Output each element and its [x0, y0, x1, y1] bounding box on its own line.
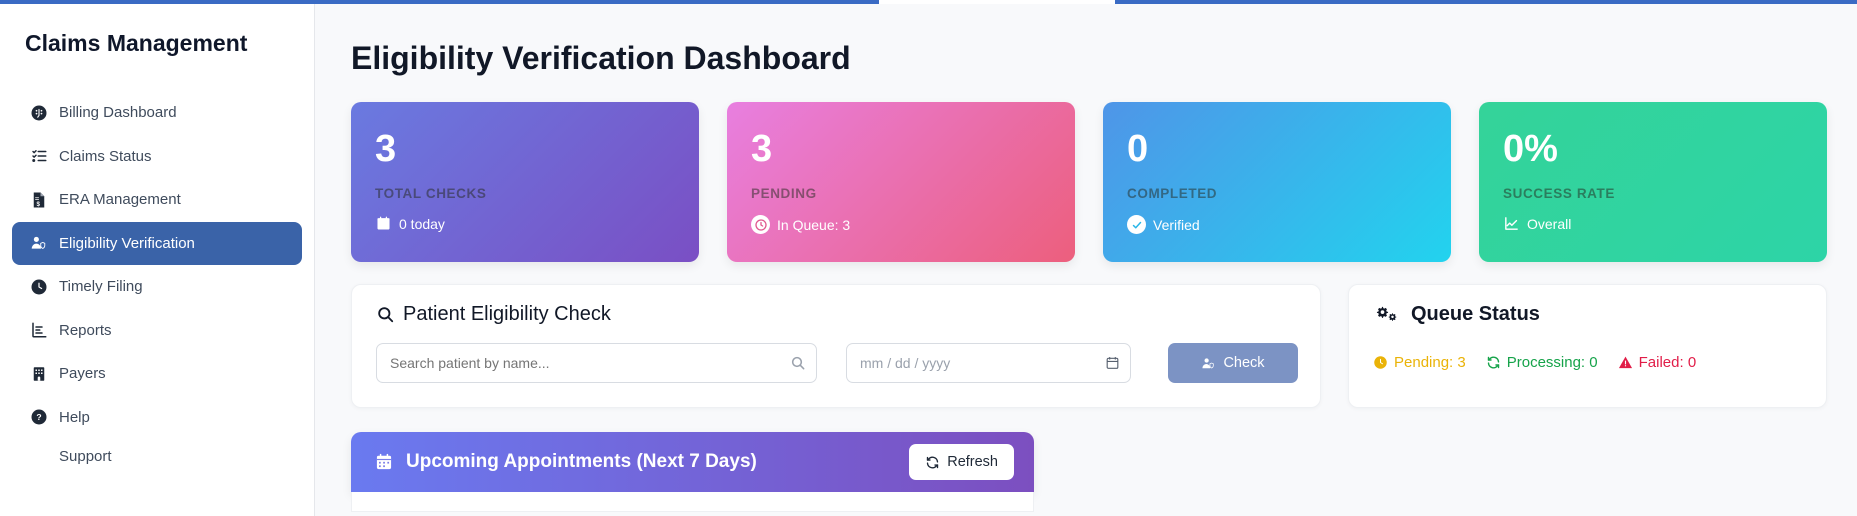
svg-text:?: ? — [36, 412, 41, 422]
svg-text:$: $ — [37, 201, 41, 208]
